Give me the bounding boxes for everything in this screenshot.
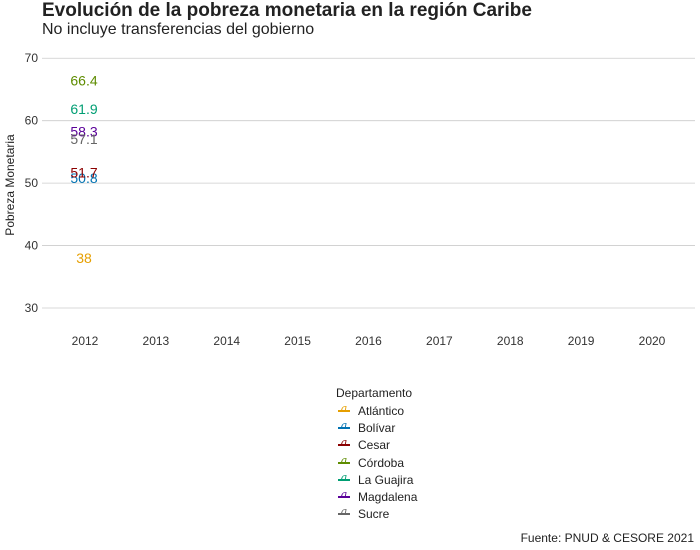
data-label: 58.3 [70,123,97,139]
legend-label: Magdalena [358,490,418,505]
data-label: 38 [76,250,92,266]
x-tick-label: 2018 [497,334,524,348]
x-tick-label: 2013 [143,334,170,348]
x-tick-label: 2017 [426,334,453,348]
legend-item: a Cesar [336,436,417,454]
line-chart: 30 40 50 60 70 2012 2013 2014 2015 2016 2017 2018 20… [3,51,695,348]
chart-title: Evolución de la pobreza monetaria en la … [42,0,532,21]
x-tick-label: 2015 [284,334,311,348]
legend-label: Sucre [358,507,390,522]
legend-item: a Atlántico [336,402,417,419]
data-label: 66.4 [70,73,97,89]
x-tick-label: 2016 [355,334,382,348]
legend-key-icon: a [336,402,352,418]
data-label: 50.8 [70,170,97,186]
legend-label: La Guajira [358,472,414,487]
data-label: 61.9 [70,101,97,117]
x-tick-label: 2020 [639,334,666,348]
legend-title: Departamento [336,386,413,400]
y-tick-label: 40 [25,239,39,253]
legend-key-icon: a [336,505,352,521]
y-tick-label: 70 [25,51,39,65]
data-label: 51.7 [70,165,97,181]
legend-item: a Córdoba [336,454,417,471]
legend-label: Córdoba [358,455,405,470]
legend-items: a Atlántico a Bolívar a Cesar a Córdoba a La Guaj… [336,402,417,523]
x-tick-label: 2014 [213,334,240,348]
y-axis-label: Pobreza Monetaria [3,134,17,236]
chart-caption: Fuente: PNUD & CESORE 2021 [520,531,694,545]
x-tick-label: 2012 [72,334,99,348]
x-tick-label: 2019 [568,334,595,348]
y-tick-label: 60 [25,114,39,128]
legend-item: a La Guajira [336,471,417,488]
legend-item: a Bolívar [336,419,417,436]
legend-label: Bolívar [358,420,396,435]
legend-key-icon: a [336,436,352,452]
legend-item: a Sucre [336,505,417,523]
legend-key-icon: a [336,419,352,435]
legend-key-icon: a [336,471,352,487]
legend: Departamento a Atlántico a Bolívar a Cesar a Có… [336,386,417,523]
legend-label: Atlántico [358,403,405,418]
legend-key-icon: a [336,454,352,470]
legend-label: Cesar [358,438,391,453]
y-tick-label: 50 [25,176,39,190]
y-tick-label: 30 [25,301,39,315]
data-label: 57.1 [70,131,97,147]
legend-item: a Magdalena [336,488,417,505]
legend-key-icon: a [336,488,352,504]
chart-subtitle: No incluye transferencias del gobierno [42,21,315,38]
